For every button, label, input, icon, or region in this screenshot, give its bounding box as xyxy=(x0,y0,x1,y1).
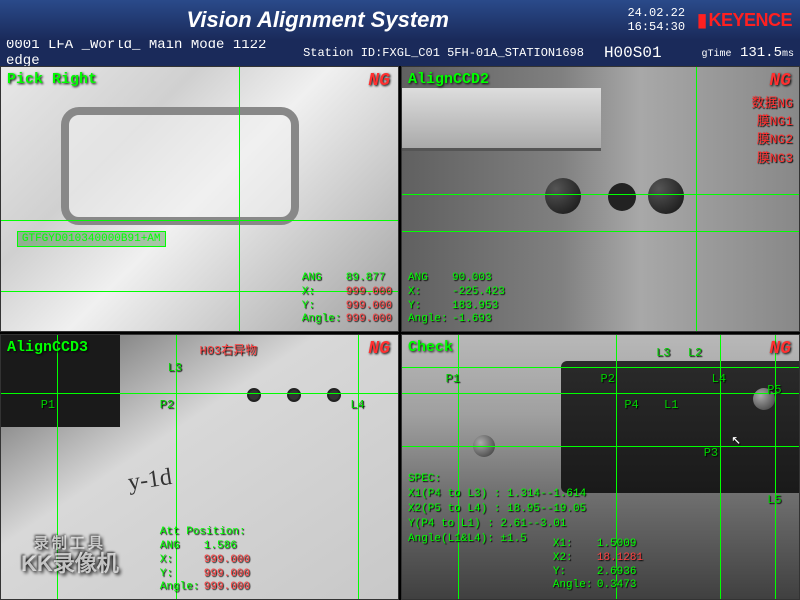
camera-grid: Pick Right NG GTFGYD010340000B91+AM ANG8… xyxy=(0,66,800,600)
marker-p2: P2 xyxy=(601,372,615,386)
readout-block: ANG89.877 X:999.000 Y:999.000 Angle:999.… xyxy=(302,272,392,327)
gtime-unit: ms xyxy=(782,49,794,60)
panel-label: Check xyxy=(408,339,453,356)
panel-align-ccd2[interactable]: AlignCCD2 NG 数据NG 膜NG1 膜NG2 膜NG3 ANG90.0… xyxy=(401,66,800,332)
marker-l3: L3 xyxy=(656,346,670,360)
marker-l1: L1 xyxy=(664,398,678,412)
status-badge: NG xyxy=(769,71,791,91)
marker-l4: L4 xyxy=(350,398,364,412)
marker-p2: P2 xyxy=(160,398,174,412)
datetime-block: 24.02.22 16:54:30 xyxy=(627,6,685,35)
code-text: H00S01 xyxy=(604,44,662,62)
marker-p4: P4 xyxy=(624,398,638,412)
watermark: 录制工具 KK录像机 xyxy=(21,536,119,575)
cursor-icon: ↖ xyxy=(731,429,741,449)
panel-label: Pick Right xyxy=(7,71,97,88)
brand-logo: KEYENCE xyxy=(697,10,792,31)
panel-check[interactable]: Check NG P1 P2 P3 P4 P5 L1 L2 L3 L4 L5 S… xyxy=(401,334,800,600)
ng-details: 数据NG 膜NG1 膜NG2 膜NG3 xyxy=(751,95,793,168)
marker-l2: L2 xyxy=(688,346,702,360)
mode-text: 0001 LFA _World_ Main Mode 1122 edge xyxy=(6,37,303,69)
header-bar: Vision Alignment System 24.02.22 16:54:3… xyxy=(0,0,800,40)
marker-p1: P1 xyxy=(41,398,55,412)
date-text: 24.02.22 xyxy=(627,6,685,20)
result-block: X1:1.5009 X2:18.1281 Y:2.6936 Angle:0.34… xyxy=(553,538,643,593)
panel-pick-right[interactable]: Pick Right NG GTFGYD010340000B91+AM ANG8… xyxy=(0,66,399,332)
status-badge: NG xyxy=(368,71,390,91)
spec-block: SPEC: X1(P4 to L3) : 1.314--1.614 X2(P5 … xyxy=(408,472,586,546)
time-text: 16:54:30 xyxy=(627,20,685,34)
gtime-value: 131.5 xyxy=(740,45,782,61)
marker-p1: P1 xyxy=(446,372,460,386)
gtime-label: gTime xyxy=(702,49,732,60)
readout-block: Att Position: ANG1.586 X:999.000 Y:999.0… xyxy=(160,526,250,595)
marker-p3: P3 xyxy=(704,446,718,460)
marker-l3: L3 xyxy=(168,361,182,375)
barcode-text: GTFGYD010340000B91+AM xyxy=(17,231,166,247)
readout-block: ANG90.003 X:-225.423 Y:183.953 Angle:-1.… xyxy=(408,272,505,327)
panel-label: AlignCCD3 xyxy=(7,339,88,356)
status-badge: NG xyxy=(368,339,390,359)
panel-label: AlignCCD2 xyxy=(408,71,489,88)
warning-text: H03右异物 xyxy=(200,341,258,358)
gtime-block: gTime 131.5ms xyxy=(702,45,794,61)
panel-align-ccd3[interactable]: y-1d AlignCCD3 NG H03右异物 P1 P2 L3 L4 Att… xyxy=(0,334,399,600)
marker-l4: L4 xyxy=(712,372,726,386)
app-title: Vision Alignment System xyxy=(8,7,627,33)
subheader-bar: 0001 LFA _World_ Main Mode 1122 edge Sta… xyxy=(0,40,800,66)
station-id: Station ID:FXGL_C01 5FH-01A_STATION1698 xyxy=(303,46,584,60)
marker-p5: P5 xyxy=(767,383,781,397)
marker-l5: L5 xyxy=(767,493,781,507)
status-badge: NG xyxy=(769,339,791,359)
